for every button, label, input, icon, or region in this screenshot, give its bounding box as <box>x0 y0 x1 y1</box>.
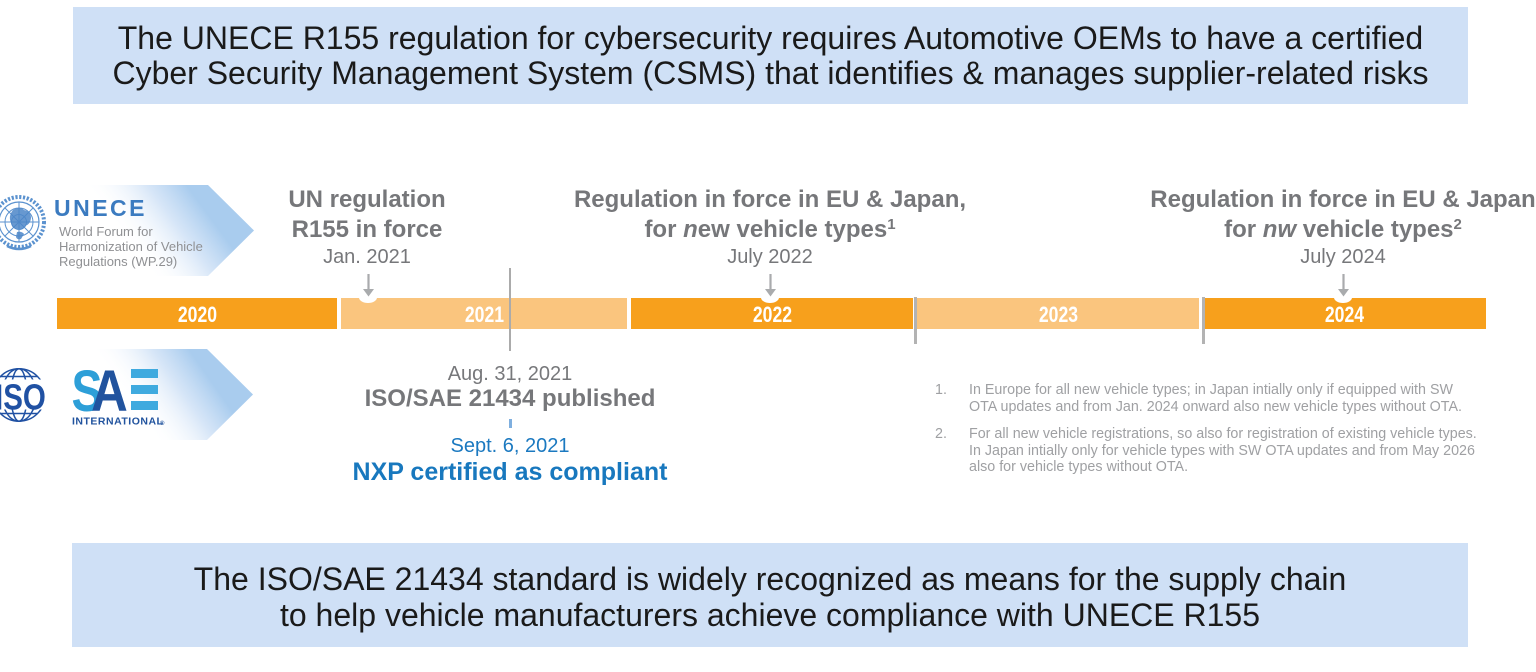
svg-text:ISO: ISO <box>0 377 46 417</box>
svg-text:A: A <box>91 366 128 424</box>
svg-text:®: ® <box>160 420 165 427</box>
svg-text:S: S <box>72 366 103 424</box>
svg-text:INTERNATIONAL: INTERNATIONAL <box>72 416 164 428</box>
